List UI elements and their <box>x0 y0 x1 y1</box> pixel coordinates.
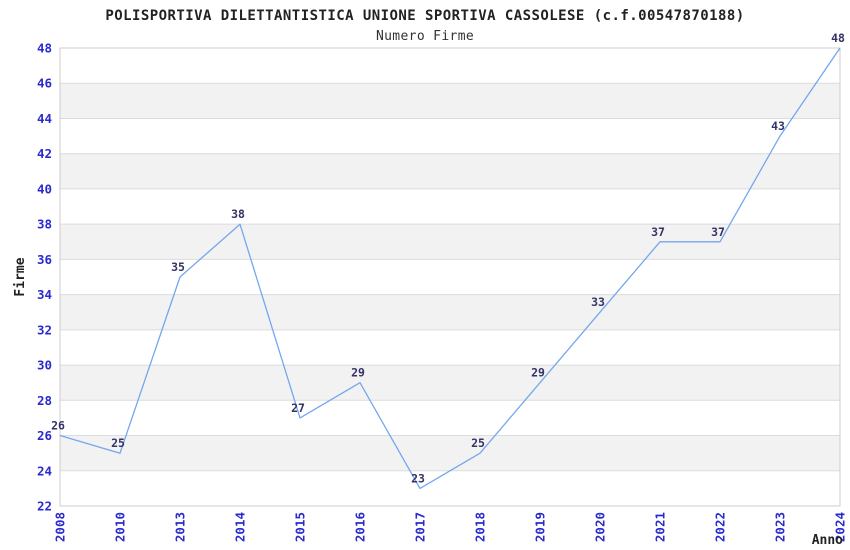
y-tick-label: 22 <box>37 499 52 514</box>
data-line <box>59 47 841 490</box>
x-tick-label: 2014 <box>233 512 248 542</box>
plot-band <box>60 294 840 330</box>
y-tick-label: 26 <box>37 428 52 443</box>
data-point-label: 37 <box>711 225 725 239</box>
x-tick-label: 2018 <box>473 512 488 542</box>
data-point-label: 35 <box>171 260 185 274</box>
y-tick-label: 36 <box>37 252 52 267</box>
x-tick-label: 2013 <box>173 512 188 542</box>
y-tick-label: 38 <box>37 217 52 232</box>
y-tick-label: 24 <box>37 463 52 478</box>
x-tick-label: 2008 <box>53 512 68 542</box>
y-axis-label: Firme <box>13 257 28 296</box>
data-point-label: 37 <box>651 225 665 239</box>
data-point-label: 25 <box>111 436 125 450</box>
chart-subtitle: Numero Firme <box>375 29 475 44</box>
x-tick-label: 2010 <box>113 512 128 542</box>
chart-title: POLISPORTIVA DILETTANTISTICA UNIONE SPOR… <box>105 8 745 24</box>
y-tick-label: 42 <box>37 146 52 161</box>
x-axis-label: Anno <box>812 533 843 548</box>
data-point-label: 48 <box>831 31 845 45</box>
data-point-label: 29 <box>531 366 545 380</box>
y-tick-label: 30 <box>37 358 52 373</box>
y-tick-label: 34 <box>37 287 52 302</box>
x-tick-label: 2017 <box>413 512 428 542</box>
y-tick-label: 40 <box>37 181 52 196</box>
x-tick-label: 2021 <box>653 512 668 542</box>
x-tick-label: 2019 <box>533 512 548 542</box>
y-tick-label: 46 <box>37 76 52 91</box>
plot-band <box>60 153 840 189</box>
y-tick-label: 48 <box>37 41 52 56</box>
data-point-label: 26 <box>51 419 65 433</box>
plot-band <box>60 435 840 471</box>
data-point-label: 33 <box>591 295 605 309</box>
y-tick-label: 28 <box>37 393 52 408</box>
plot-border <box>59 47 841 507</box>
x-tick-label: 2024 <box>833 512 848 542</box>
y-tick-label: 44 <box>37 111 52 126</box>
plot-band <box>60 365 840 401</box>
x-tick-label: 2020 <box>593 512 608 542</box>
x-tick-label: 2015 <box>293 512 308 542</box>
x-tick-label: 2016 <box>353 512 368 542</box>
x-tick-label: 2023 <box>773 512 788 542</box>
data-point-label: 25 <box>471 436 485 450</box>
data-point-label: 38 <box>231 207 245 221</box>
data-point-label: 29 <box>351 366 365 380</box>
data-point-label: 23 <box>411 471 425 485</box>
data-point-label: 43 <box>771 119 785 133</box>
y-tick-label: 32 <box>37 322 52 337</box>
data-point-label: 27 <box>291 401 305 415</box>
plot-band <box>60 83 840 119</box>
x-tick-label: 2022 <box>713 512 728 542</box>
